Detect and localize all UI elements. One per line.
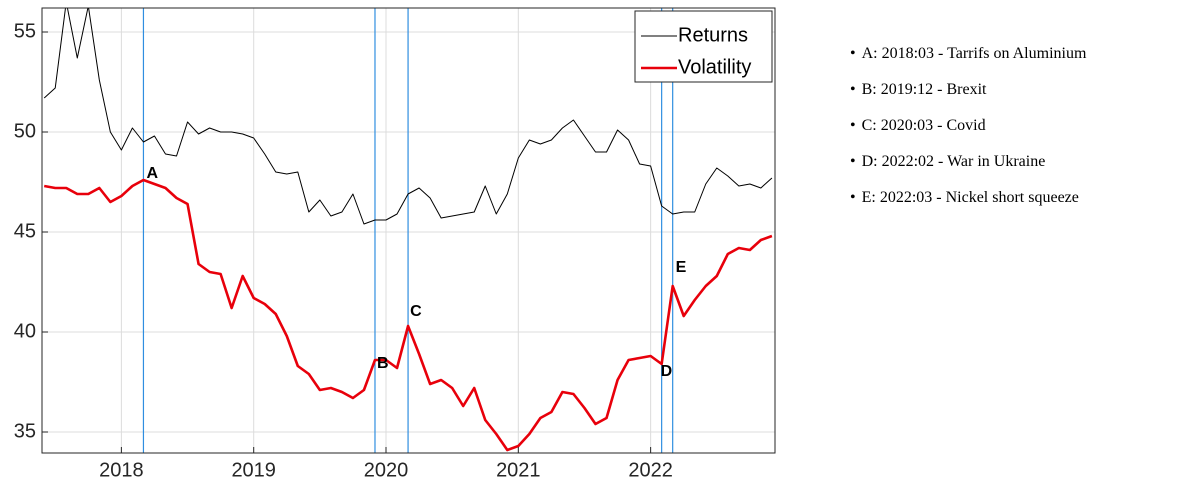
event-label: B <box>377 355 389 372</box>
y-tick-label: 40 <box>14 320 36 342</box>
event-list: A: 2018:03 - Tarrifs on AluminiumB: 2019… <box>850 36 1087 216</box>
series-line <box>43 8 773 225</box>
y-tick-label: 50 <box>14 120 36 142</box>
x-tick-label: 2020 <box>364 459 409 481</box>
x-tick-label: 2021 <box>496 459 541 481</box>
event-note: D: 2022:02 - War in Ukraine <box>850 144 1086 180</box>
x-tick-label: 2022 <box>628 459 673 481</box>
event-note: E: 2022:03 - Nickel short squeeze <box>850 180 1086 216</box>
event-label: D <box>661 363 673 380</box>
event-note: B: 2019:12 - Brexit <box>850 72 1086 108</box>
y-tick-label: 35 <box>14 420 36 442</box>
x-tick-label: 2019 <box>231 459 276 481</box>
event-note: C: 2020:03 - Covid <box>850 108 1086 144</box>
x-tick-label: 2018 <box>99 459 144 481</box>
event-label: C <box>410 303 422 320</box>
legend-label: Volatility <box>678 56 751 78</box>
y-tick-label: 55 <box>14 20 36 42</box>
event-label: A <box>146 165 158 182</box>
event-label: E <box>676 259 687 276</box>
legend-label: Returns <box>678 24 748 46</box>
axes-box <box>41 7 776 454</box>
series-line <box>43 178 773 452</box>
legend-box <box>634 10 773 83</box>
chart: 35 40 45 50 55 2018 2019 2020 2021 2022 Returns Vo… <box>14 7 776 481</box>
y-tick-label: 45 <box>14 220 36 242</box>
event-note: A: 2018:03 - Tarrifs on Aluminium <box>850 36 1087 72</box>
